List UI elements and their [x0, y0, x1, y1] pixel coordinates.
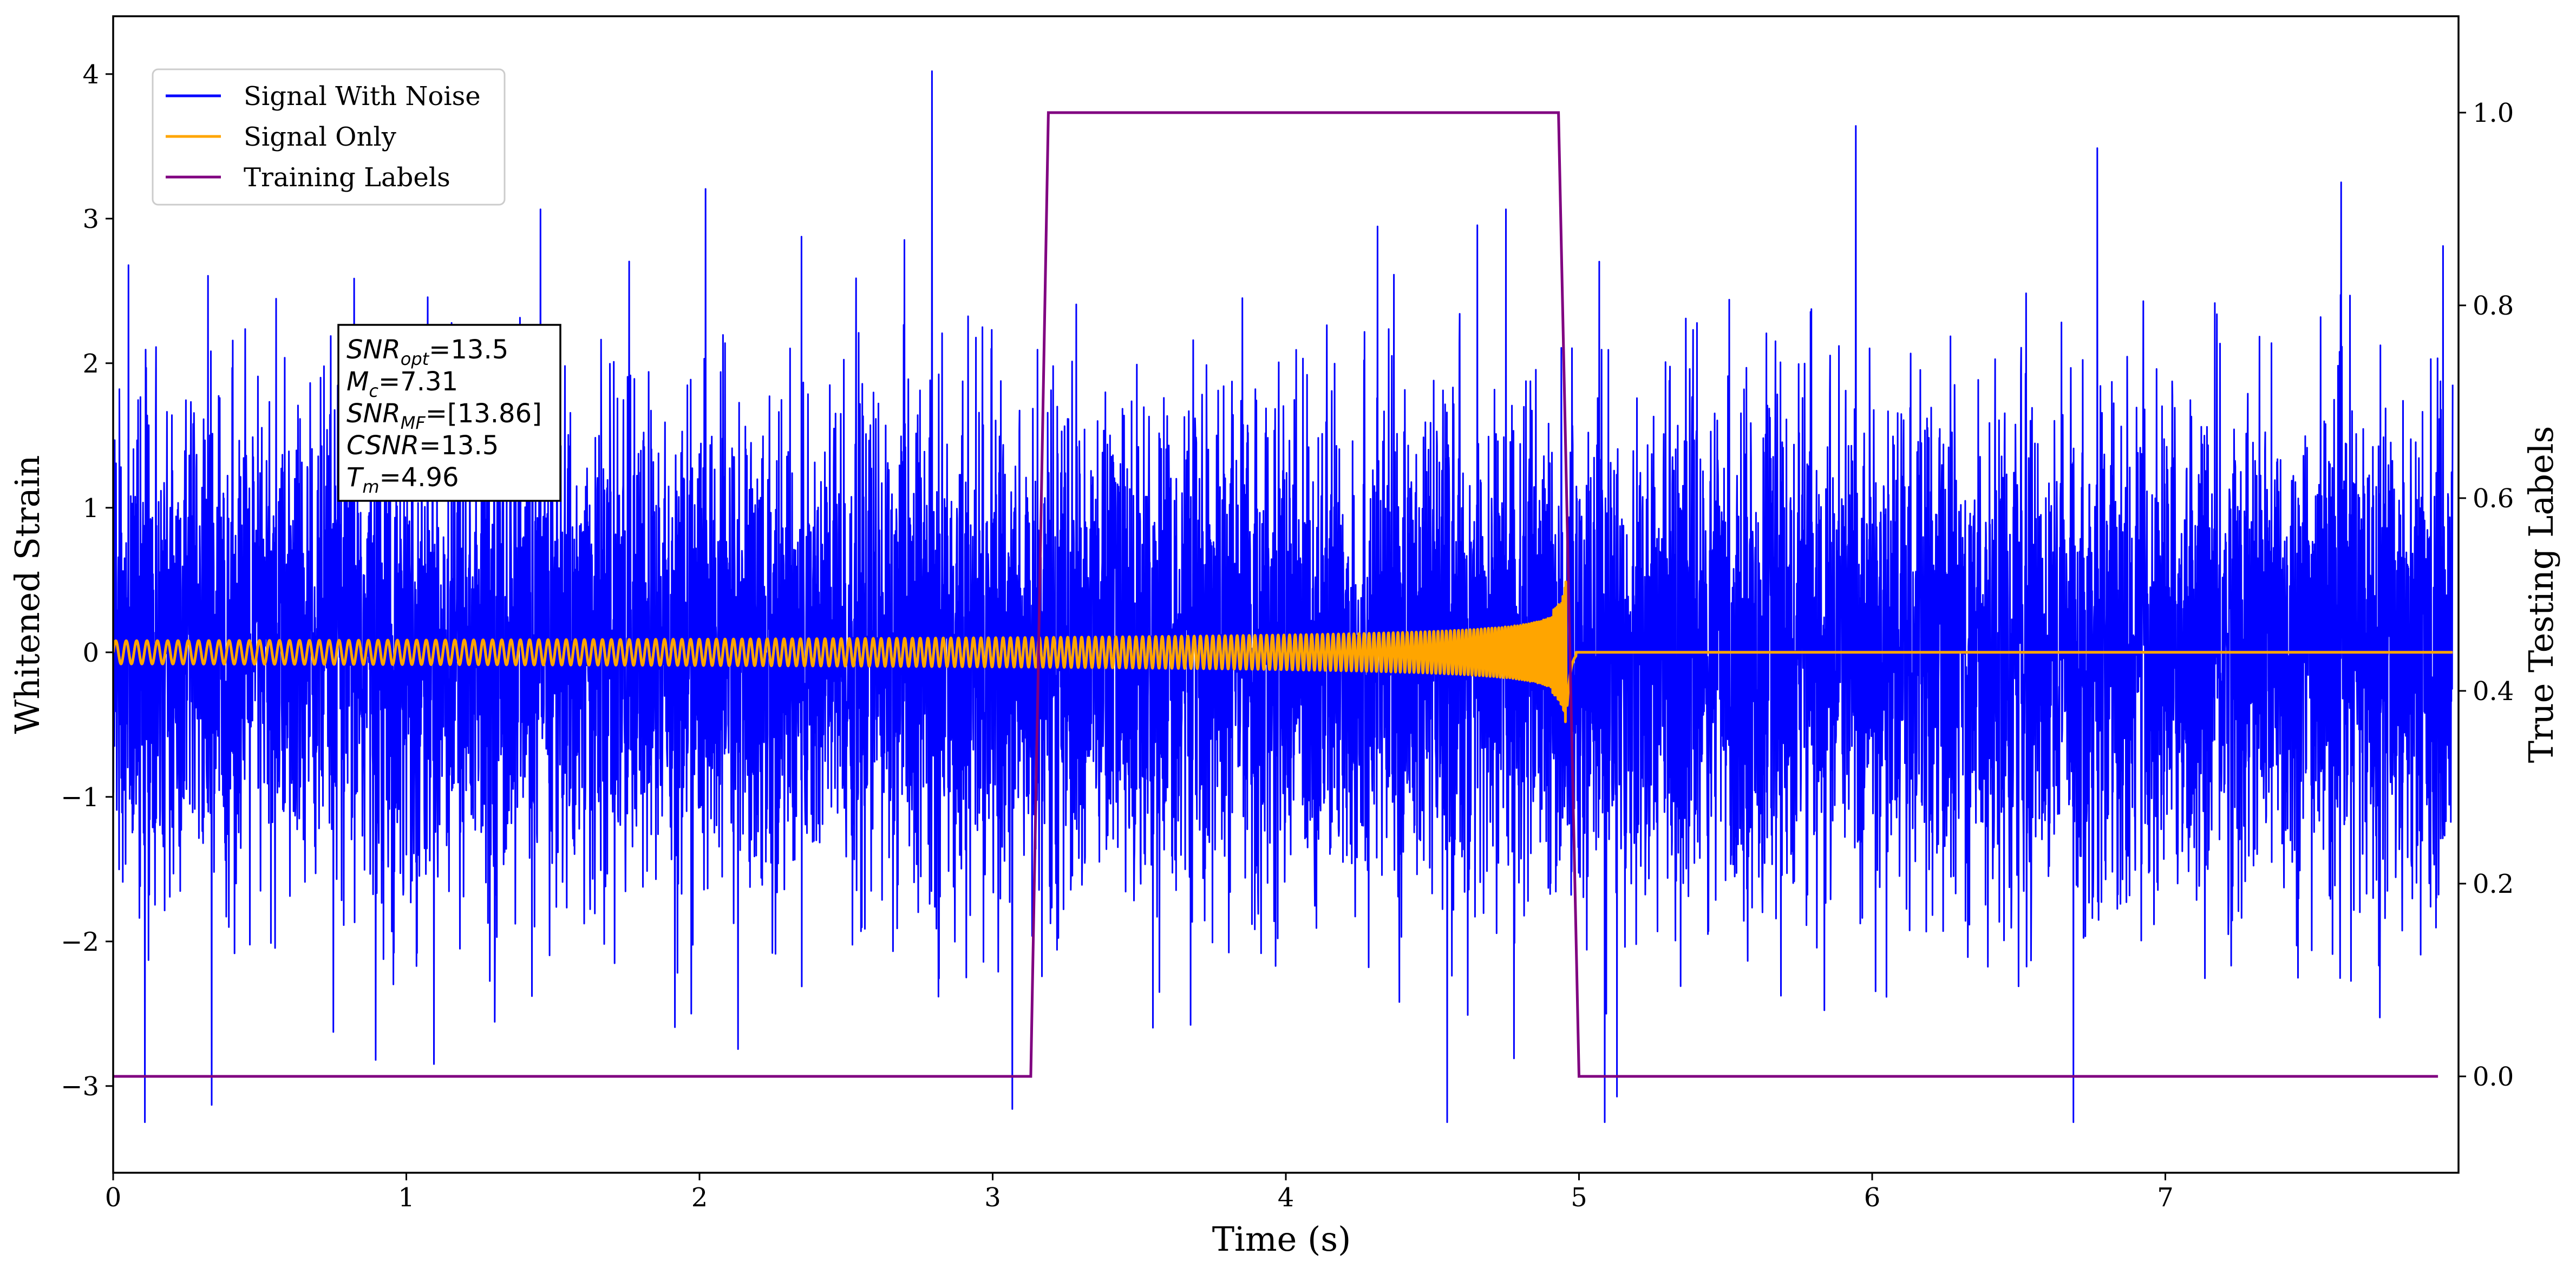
y-tick-label-3: 0	[82, 638, 99, 668]
legend-label-signal-only: Signal Only	[244, 122, 396, 152]
y-tick-label-5: 2	[82, 349, 99, 379]
annotation-tm: Tm=4.96	[346, 462, 459, 497]
y-tick-label-1: −2	[61, 927, 99, 957]
y2-tick-label-5: 1.0	[2473, 98, 2514, 128]
x-tick-label-1: 1	[398, 1182, 415, 1213]
annotation-csnr: CSNR=13.5	[346, 430, 499, 461]
x-tick-label-6: 6	[1864, 1182, 1881, 1213]
x-tick-label-5: 5	[1571, 1182, 1587, 1213]
annotation-snr-mf: SNRMF=[13.86]	[346, 398, 542, 433]
y2-tick-label-0: 0.0	[2473, 1062, 2514, 1092]
x-tick-label-0: 0	[105, 1182, 122, 1213]
legend: Signal With Noise Signal Only Training L…	[152, 68, 506, 206]
axes-layer: 0 1 2 3 4 5 6 7 −3 −2 −1 0 1 2 3 4 0.0 0.2 0.4 0.6 0.8 1.0	[61, 60, 2514, 1213]
x-axis-label: Time (s)	[1212, 1219, 1351, 1259]
y2-tick-label-2: 0.4	[2473, 676, 2514, 707]
y-tick-label-2: −1	[61, 782, 99, 813]
series-layer	[113, 70, 2454, 1123]
y-axis-label: Whitened Strain	[8, 455, 47, 734]
annotation-mc: Mc=7.31	[346, 367, 458, 401]
y-tick-label-6: 3	[82, 204, 99, 234]
legend-label-signal-with-noise: Signal With Noise	[244, 81, 481, 112]
y2-axis-label: True Testing Labels	[2521, 426, 2561, 763]
annotation-snr-opt: SNRopt=13.5	[346, 335, 508, 369]
x-tick-label-3: 3	[984, 1182, 1001, 1213]
x-tick-label-4: 4	[1278, 1182, 1294, 1213]
annotation-box: SNRopt=13.5 Mc=7.31 SNRMF=[13.86] CSNR=1…	[337, 324, 561, 502]
y2-tick-label-1: 0.2	[2473, 869, 2514, 899]
legend-label-training-labels: Training Labels	[244, 162, 450, 193]
series-signal-only	[113, 580, 2454, 723]
legend-frame	[152, 68, 506, 206]
y-tick-label-4: 1	[82, 493, 99, 524]
series-training-labels	[113, 111, 2438, 1078]
y2-tick-label-4: 0.8	[2473, 291, 2514, 321]
y2-tick-label-3: 0.6	[2473, 484, 2514, 514]
y-tick-label-0: −3	[61, 1072, 99, 1102]
y-tick-label-7: 4	[82, 60, 99, 90]
x-tick-label-2: 2	[691, 1182, 708, 1213]
annotation-frame	[337, 324, 561, 502]
x-tick-label-7: 7	[2157, 1182, 2174, 1213]
